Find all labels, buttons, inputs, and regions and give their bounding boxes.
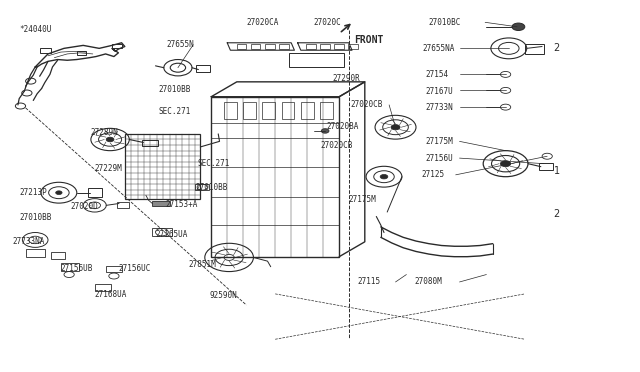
Text: 27156U: 27156U: [426, 154, 453, 163]
Bar: [51, 252, 65, 259]
Bar: [117, 202, 129, 208]
Bar: [306, 44, 316, 49]
Bar: [40, 48, 51, 53]
Text: 27020C: 27020C: [314, 18, 341, 27]
Text: 27010BB: 27010BB: [19, 213, 52, 222]
Text: 27156UC: 27156UC: [118, 264, 151, 273]
Bar: [211, 97, 339, 257]
Bar: [289, 53, 344, 67]
Text: 27733N: 27733N: [426, 103, 453, 112]
Text: 27154: 27154: [426, 70, 449, 79]
Bar: [539, 163, 553, 170]
Text: 27125: 27125: [421, 170, 444, 179]
Bar: [320, 102, 333, 119]
Bar: [195, 184, 209, 190]
Text: 27115: 27115: [357, 278, 380, 286]
Text: SEC.271: SEC.271: [159, 107, 191, 116]
Text: 27168UA: 27168UA: [95, 290, 127, 299]
Text: 92590N: 92590N: [210, 291, 237, 300]
Bar: [152, 228, 172, 236]
Circle shape: [380, 174, 388, 179]
Text: 27733NA: 27733NA: [13, 237, 45, 246]
Text: 27655N: 27655N: [166, 40, 194, 49]
Text: 27175M: 27175M: [426, 137, 453, 146]
Circle shape: [391, 125, 400, 130]
Text: *24040U: *24040U: [19, 25, 52, 34]
Circle shape: [500, 161, 511, 167]
Bar: [301, 102, 314, 119]
Text: 27020CB: 27020CB: [351, 100, 383, 109]
Text: 2: 2: [554, 44, 560, 53]
Text: 27290R: 27290R: [333, 74, 360, 83]
Bar: [125, 134, 200, 199]
Bar: [95, 284, 111, 291]
Bar: [224, 102, 237, 119]
Text: 27020CB: 27020CB: [320, 141, 353, 150]
Bar: [61, 263, 79, 271]
Text: 2: 2: [554, 209, 560, 219]
Text: 27020CA: 27020CA: [246, 18, 279, 27]
Text: 27153+A: 27153+A: [165, 200, 198, 209]
Bar: [262, 102, 275, 119]
Text: 27020D: 27020D: [70, 202, 98, 211]
Text: 27655NA: 27655NA: [422, 44, 455, 53]
Text: 27167U: 27167U: [426, 87, 453, 96]
Bar: [196, 65, 210, 72]
Bar: [112, 44, 122, 48]
Text: 27156UB: 27156UB: [61, 264, 93, 273]
Bar: [265, 44, 275, 49]
Bar: [320, 44, 330, 49]
Bar: [525, 44, 544, 54]
Circle shape: [512, 23, 525, 31]
Bar: [251, 44, 260, 49]
Circle shape: [56, 191, 62, 195]
Bar: [152, 201, 170, 206]
Text: 27851M: 27851M: [189, 260, 216, 269]
Text: FRONT: FRONT: [354, 35, 383, 45]
Text: 27020BA: 27020BA: [326, 122, 359, 131]
Text: 27010BB: 27010BB: [195, 183, 228, 192]
Circle shape: [106, 137, 114, 142]
Bar: [88, 188, 102, 197]
Circle shape: [321, 129, 329, 133]
Bar: [237, 44, 246, 49]
Bar: [279, 44, 289, 49]
Bar: [77, 51, 86, 55]
Bar: [106, 266, 122, 272]
Text: 27229M: 27229M: [95, 164, 122, 173]
Text: 27010BB: 27010BB: [159, 85, 191, 94]
Text: 27080M: 27080M: [415, 278, 442, 286]
Bar: [282, 102, 294, 119]
Text: 1: 1: [554, 166, 560, 176]
Text: 27010BC: 27010BC: [429, 18, 461, 27]
Bar: [26, 249, 45, 257]
Text: 27175M: 27175M: [349, 195, 376, 203]
Bar: [348, 44, 358, 49]
Bar: [243, 102, 256, 119]
Bar: [142, 140, 158, 146]
Text: 27165UA: 27165UA: [156, 230, 188, 239]
Text: 27289N: 27289N: [91, 128, 118, 137]
Text: SEC.271: SEC.271: [197, 159, 230, 168]
Bar: [334, 44, 344, 49]
Text: 27213P: 27213P: [19, 188, 47, 197]
